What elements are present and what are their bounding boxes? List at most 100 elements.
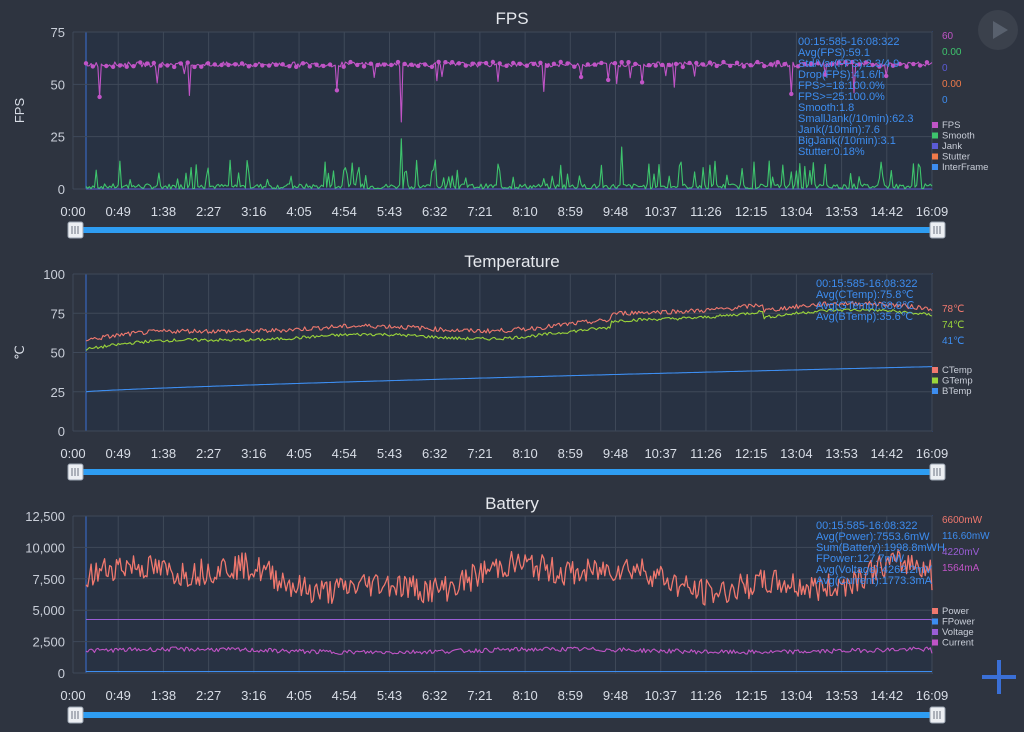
legend-swatch [932,143,938,149]
fps-point [226,62,231,68]
current-value: 0 [942,63,948,74]
legend-label: Stutter [942,152,970,163]
legend-swatch [932,388,938,394]
series-line-smooth [85,138,933,190]
fps-point [368,61,373,66]
fps-point [436,59,441,65]
time-slider-track[interactable] [68,712,944,718]
fps-point [389,62,394,68]
slider-handle-end[interactable] [929,706,946,724]
x-tick-label: 10:37 [644,446,677,461]
fps-point [239,61,245,66]
x-tick-label: 13:53 [825,204,858,219]
time-slider-track[interactable] [68,469,944,475]
x-tick-label: 4:54 [332,446,357,461]
fps-point [578,74,584,80]
x-tick-label: 16:09 [916,446,949,461]
fps-point [348,59,353,65]
slider-handle-start[interactable] [67,221,84,239]
x-tick-label: 7:21 [467,204,492,219]
y-axis-label: FPS [12,98,27,124]
slider-handle-start[interactable] [67,706,84,724]
current-value: 60 [942,31,954,42]
fps-point [273,62,279,67]
fps-point [816,61,821,66]
x-tick-label: 4:54 [332,204,357,219]
x-tick-label: 6:32 [422,446,447,461]
fps-point [341,64,346,69]
fps-point [612,61,618,66]
fps-point [422,62,428,67]
fps-point [755,59,760,65]
fps-point [192,64,197,70]
fps-point [646,62,652,68]
fps-point [782,61,787,67]
fps-point [124,64,129,69]
x-tick-label: 10:37 [644,204,677,219]
add-chart-button[interactable] [978,656,1020,698]
y-tick-label: 75 [51,306,65,321]
stats-line: Jank(/10min):7.6 [798,124,880,136]
y-axis-label: ℃ [12,345,27,360]
x-tick-label: 9:48 [603,204,628,219]
x-tick-label: 6:32 [422,204,447,219]
play-button[interactable] [978,10,1018,50]
fps-point [260,63,265,68]
fps-point [802,61,807,67]
fps-point [551,61,557,66]
fps-point [619,60,624,65]
fps-point [836,60,841,65]
legend-swatch [932,618,938,625]
y-tick-label: 25 [51,130,65,145]
y-tick-label: 75 [51,25,65,40]
legend-label: FPS [942,120,960,131]
slider-handle-start[interactable] [67,463,84,481]
fps-point [558,59,563,65]
fps-point [809,61,814,66]
fps-point [409,62,414,67]
fps-point [823,72,828,77]
x-tick-label: 0:00 [60,688,85,703]
fps-point [714,63,719,69]
fps-point [517,61,523,66]
chart-panel-battery: Battery 0 2,500 5,000 7,500 10,000 12,500 0:00 0… [25,494,990,724]
fps-point [592,62,597,67]
fps-point [606,77,611,83]
x-tick-label: 12:15 [735,204,768,219]
time-slider-track[interactable] [68,227,944,233]
legend-label: BTemp [942,386,972,397]
stats-line: 00:15:585-16:08:322 [798,36,900,48]
legend-label: Power [942,606,969,617]
x-tick-label: 0:00 [60,446,85,461]
legend-swatch [932,122,938,128]
fps-point [375,62,380,68]
fps-point [151,60,156,66]
fps-point [633,61,638,67]
slider-handle-end[interactable] [929,463,946,481]
fps-point [429,64,435,70]
x-tick-label: 7:21 [467,688,492,703]
fps-point [266,63,272,68]
fps-point [741,64,746,69]
fps-point [97,94,102,100]
fps-point [850,59,855,65]
fps-point [219,62,224,68]
fps-point [585,62,590,67]
fps-point [748,62,753,68]
plot-area [85,31,933,190]
slider-handle-end[interactable] [929,221,946,239]
legend-label: CTemp [942,365,972,376]
x-tick-label: 5:43 [377,204,402,219]
x-tick-label: 11:26 [690,204,722,219]
series-line-fps [85,61,933,123]
fps-point [721,59,726,65]
fps-point [700,62,706,67]
x-tick-label: 9:48 [603,446,628,461]
fps-point [178,61,184,66]
fps-point [728,63,733,68]
x-tick-label: 14:42 [871,688,904,703]
fps-point [904,64,909,69]
series-line-ctemp [85,300,933,342]
y-tick-label: 50 [51,77,65,92]
